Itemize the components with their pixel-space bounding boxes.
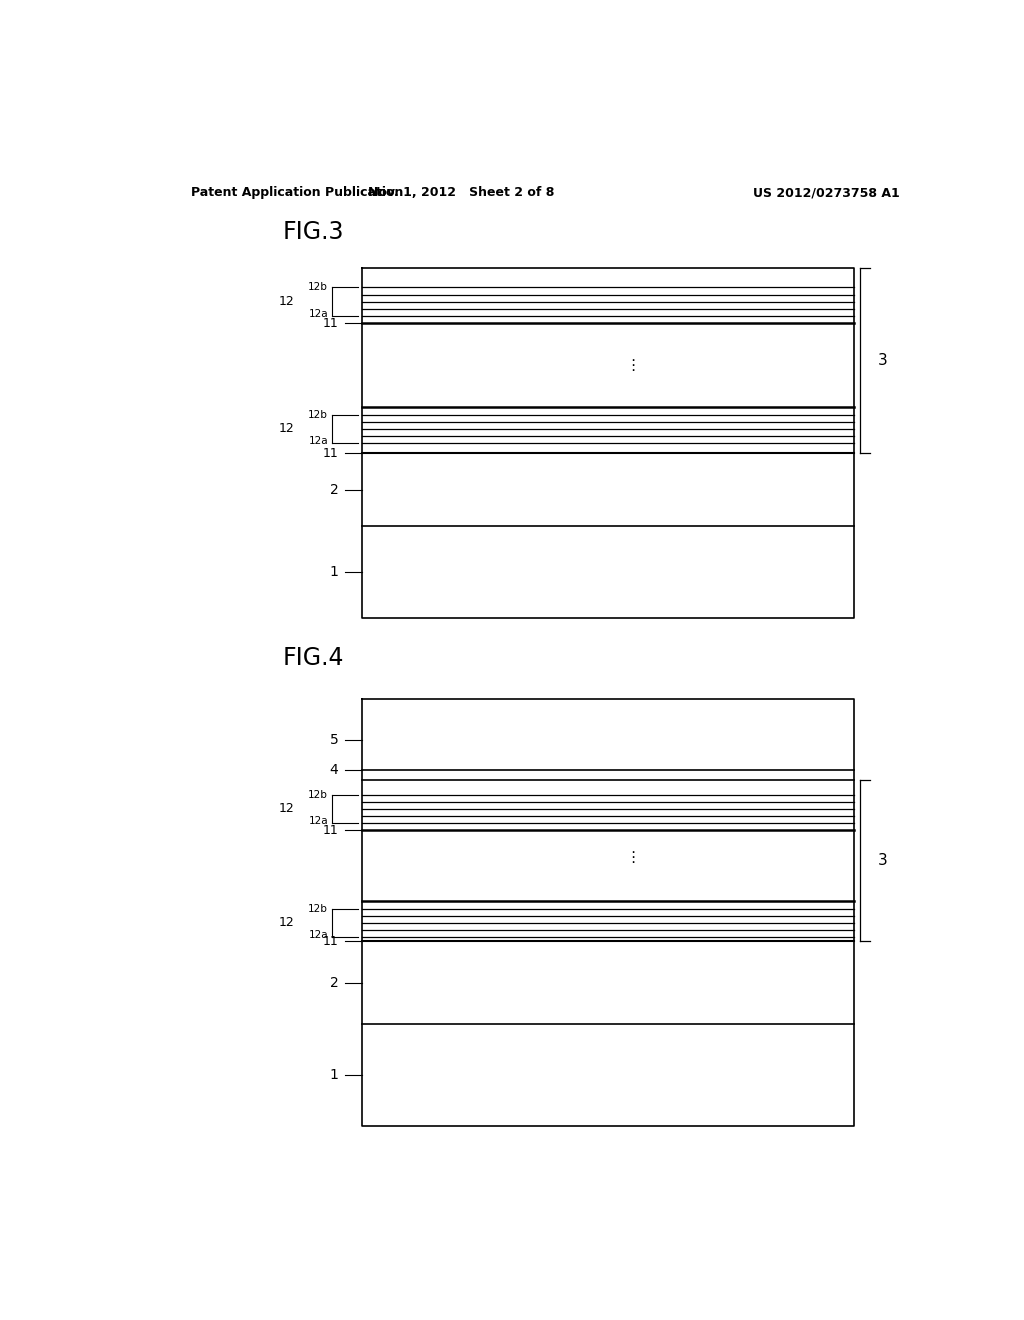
Text: 1: 1 bbox=[330, 565, 338, 579]
Text: 12a: 12a bbox=[308, 816, 328, 826]
Text: 12: 12 bbox=[279, 916, 295, 929]
Text: 1: 1 bbox=[330, 1068, 338, 1082]
Text: 5: 5 bbox=[330, 733, 338, 747]
Text: 11: 11 bbox=[323, 824, 338, 837]
Text: 12: 12 bbox=[279, 296, 295, 308]
Text: 3: 3 bbox=[878, 853, 888, 869]
Text: 12b: 12b bbox=[308, 789, 328, 800]
Text: 11: 11 bbox=[323, 446, 338, 459]
Text: 12: 12 bbox=[279, 422, 295, 436]
Text: 12: 12 bbox=[279, 803, 295, 816]
Text: 12a: 12a bbox=[308, 436, 328, 446]
Text: ⋮: ⋮ bbox=[625, 850, 640, 865]
Text: 3: 3 bbox=[878, 354, 888, 368]
Text: US 2012/0273758 A1: US 2012/0273758 A1 bbox=[753, 186, 900, 199]
Text: FIG.3: FIG.3 bbox=[283, 219, 344, 244]
Text: 12b: 12b bbox=[308, 282, 328, 293]
Text: ⋮: ⋮ bbox=[625, 358, 640, 374]
Text: 2: 2 bbox=[330, 483, 338, 496]
Text: 12b: 12b bbox=[308, 409, 328, 420]
Text: 2: 2 bbox=[330, 975, 338, 990]
Text: Nov. 1, 2012   Sheet 2 of 8: Nov. 1, 2012 Sheet 2 of 8 bbox=[368, 186, 555, 199]
Text: 4: 4 bbox=[330, 763, 338, 777]
Text: 11: 11 bbox=[323, 317, 338, 330]
Text: 12b: 12b bbox=[308, 903, 328, 913]
Text: 12a: 12a bbox=[308, 929, 328, 940]
Text: 12a: 12a bbox=[308, 309, 328, 319]
Text: Patent Application Publication: Patent Application Publication bbox=[191, 186, 403, 199]
Text: FIG.4: FIG.4 bbox=[283, 647, 344, 671]
Text: 11: 11 bbox=[323, 935, 338, 948]
